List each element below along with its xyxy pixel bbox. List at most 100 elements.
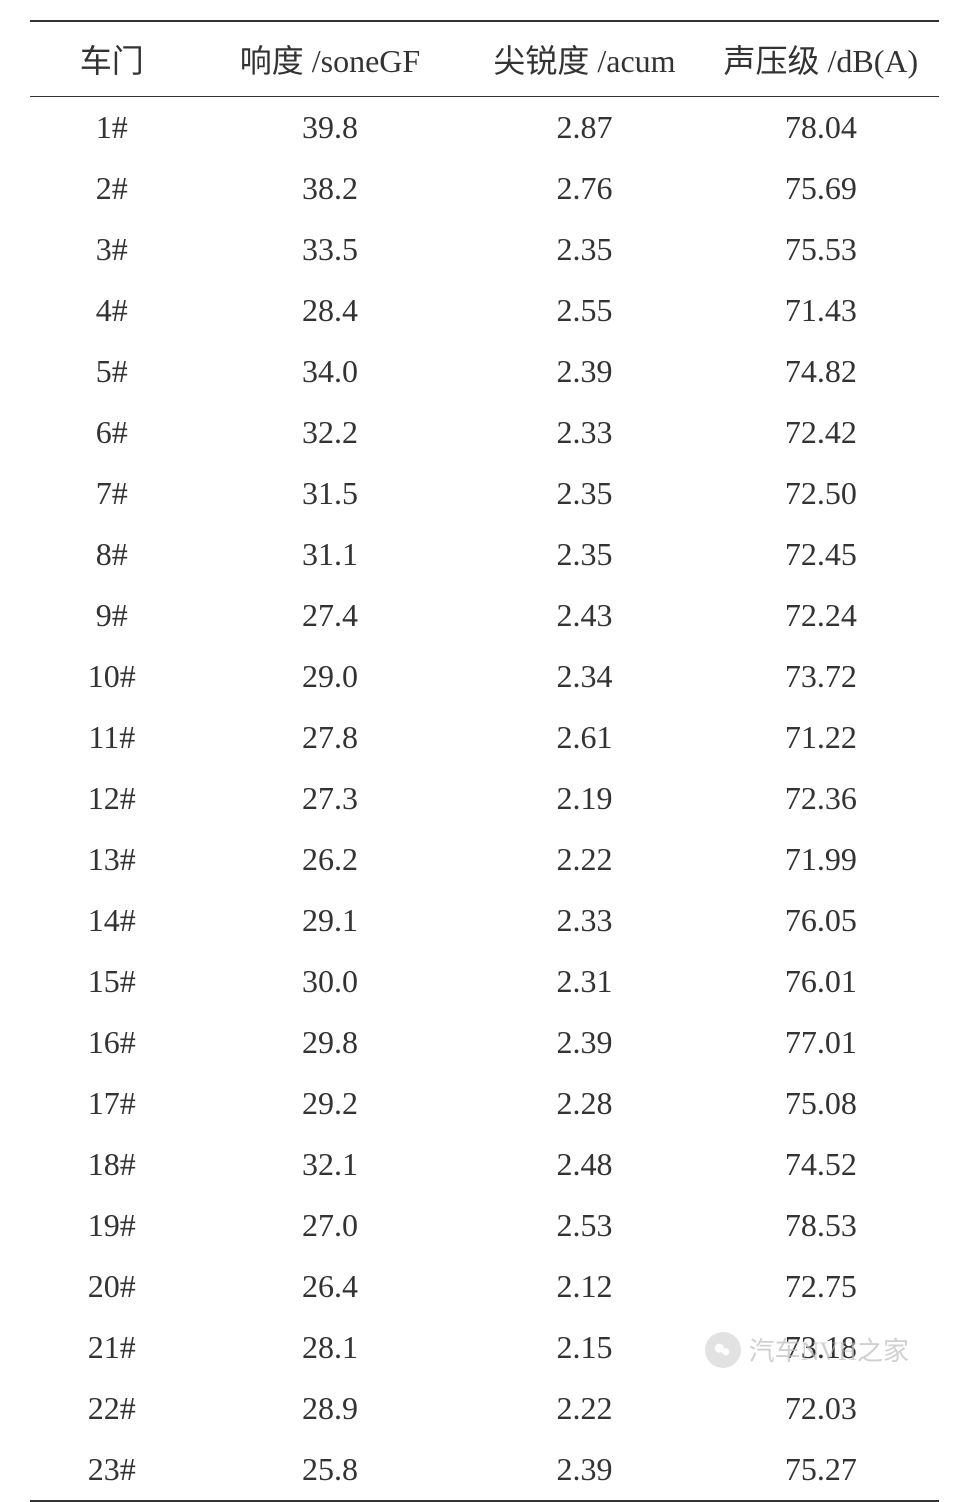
table-row: 13#26.22.2271.99: [30, 829, 939, 890]
table-cell: 3#: [30, 219, 194, 280]
watermark-text: 汽车NVH之家: [749, 1331, 909, 1368]
table-cell: 14#: [30, 890, 194, 951]
table-cell: 2.53: [466, 1195, 702, 1256]
table-cell: 38.2: [194, 158, 467, 219]
table-cell: 27.3: [194, 768, 467, 829]
table-cell: 2.22: [466, 1378, 702, 1439]
table-cell: 2.33: [466, 402, 702, 463]
table-cell: 18#: [30, 1134, 194, 1195]
table-cell: 29.0: [194, 646, 467, 707]
table-cell: 25.8: [194, 1439, 467, 1501]
table-cell: 10#: [30, 646, 194, 707]
col-header-door: 车门: [30, 21, 194, 97]
table-cell: 72.42: [703, 402, 939, 463]
table-row: 11#27.82.6171.22: [30, 707, 939, 768]
table-body: 1#39.82.8778.042#38.22.7675.693#33.52.35…: [30, 97, 939, 1502]
table-cell: 2.34: [466, 646, 702, 707]
col-header-sharpness: 尖锐度 /acum: [466, 21, 702, 97]
table-cell: 2.39: [466, 341, 702, 402]
table-cell: 27.8: [194, 707, 467, 768]
table-cell: 13#: [30, 829, 194, 890]
table-cell: 22#: [30, 1378, 194, 1439]
table-cell: 4#: [30, 280, 194, 341]
table-cell: 39.8: [194, 97, 467, 159]
table-cell: 2.55: [466, 280, 702, 341]
table-cell: 28.4: [194, 280, 467, 341]
table-row: 20#26.42.1272.75: [30, 1256, 939, 1317]
table-cell: 33.5: [194, 219, 467, 280]
table-cell: 2#: [30, 158, 194, 219]
table-cell: 75.27: [703, 1439, 939, 1501]
table-header-row: 车门 响度 /soneGF 尖锐度 /acum 声压级 /dB(A): [30, 21, 939, 97]
table-cell: 29.1: [194, 890, 467, 951]
table-cell: 7#: [30, 463, 194, 524]
table-cell: 71.43: [703, 280, 939, 341]
table-cell: 74.82: [703, 341, 939, 402]
table-cell: 2.22: [466, 829, 702, 890]
table-cell: 72.50: [703, 463, 939, 524]
table-cell: 76.01: [703, 951, 939, 1012]
table-cell: 30.0: [194, 951, 467, 1012]
table-cell: 12#: [30, 768, 194, 829]
table-row: 23#25.82.3975.27: [30, 1439, 939, 1501]
table-cell: 72.24: [703, 585, 939, 646]
table-row: 19#27.02.5378.53: [30, 1195, 939, 1256]
table-cell: 72.36: [703, 768, 939, 829]
table-cell: 2.87: [466, 97, 702, 159]
table-cell: 77.01: [703, 1012, 939, 1073]
table-cell: 71.22: [703, 707, 939, 768]
table-row: 2#38.22.7675.69: [30, 158, 939, 219]
watermark: 汽车NVH之家: [705, 1331, 909, 1368]
table-cell: 26.2: [194, 829, 467, 890]
table-row: 5#34.02.3974.82: [30, 341, 939, 402]
table-cell: 78.04: [703, 97, 939, 159]
col-header-loudness: 响度 /soneGF: [194, 21, 467, 97]
table-cell: 31.5: [194, 463, 467, 524]
table-cell: 76.05: [703, 890, 939, 951]
table-row: 22#28.92.2272.03: [30, 1378, 939, 1439]
table-cell: 21#: [30, 1317, 194, 1378]
table-cell: 29.8: [194, 1012, 467, 1073]
table-cell: 2.35: [466, 524, 702, 585]
table-cell: 16#: [30, 1012, 194, 1073]
table-cell: 34.0: [194, 341, 467, 402]
table-cell: 75.53: [703, 219, 939, 280]
table-row: 15#30.02.3176.01: [30, 951, 939, 1012]
table-cell: 2.19: [466, 768, 702, 829]
table-cell: 32.1: [194, 1134, 467, 1195]
table-cell: 5#: [30, 341, 194, 402]
table-row: 17#29.22.2875.08: [30, 1073, 939, 1134]
table-cell: 75.69: [703, 158, 939, 219]
table-cell: 71.99: [703, 829, 939, 890]
table-cell: 2.48: [466, 1134, 702, 1195]
table-row: 12#27.32.1972.36: [30, 768, 939, 829]
table-cell: 26.4: [194, 1256, 467, 1317]
table-cell: 8#: [30, 524, 194, 585]
table-cell: 15#: [30, 951, 194, 1012]
table-cell: 31.1: [194, 524, 467, 585]
table-row: 18#32.12.4874.52: [30, 1134, 939, 1195]
table-cell: 28.9: [194, 1378, 467, 1439]
table-row: 10#29.02.3473.72: [30, 646, 939, 707]
table-cell: 9#: [30, 585, 194, 646]
table-cell: 17#: [30, 1073, 194, 1134]
table-cell: 2.28: [466, 1073, 702, 1134]
table-cell: 75.08: [703, 1073, 939, 1134]
table-cell: 2.76: [466, 158, 702, 219]
table-row: 6#32.22.3372.42: [30, 402, 939, 463]
table-cell: 28.1: [194, 1317, 467, 1378]
table-row: 9#27.42.4372.24: [30, 585, 939, 646]
table-cell: 72.75: [703, 1256, 939, 1317]
table-cell: 32.2: [194, 402, 467, 463]
table-cell: 2.39: [466, 1439, 702, 1501]
table-cell: 2.61: [466, 707, 702, 768]
table-cell: 78.53: [703, 1195, 939, 1256]
table-row: 4#28.42.5571.43: [30, 280, 939, 341]
wechat-icon: [705, 1332, 741, 1368]
table-cell: 23#: [30, 1439, 194, 1501]
table-cell: 1#: [30, 97, 194, 159]
table-cell: 2.39: [466, 1012, 702, 1073]
table-cell: 20#: [30, 1256, 194, 1317]
col-header-spl: 声压级 /dB(A): [703, 21, 939, 97]
table-cell: 2.35: [466, 463, 702, 524]
